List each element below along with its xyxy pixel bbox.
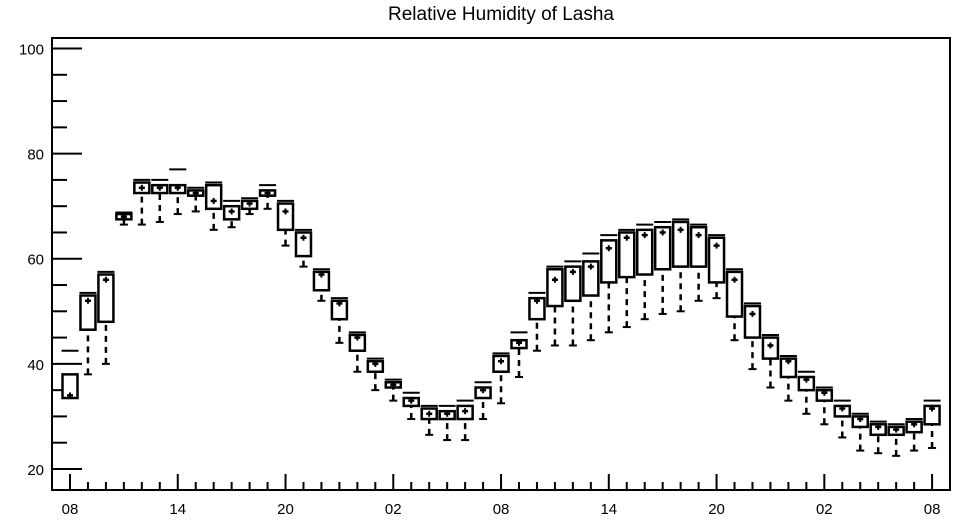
x-axis: 08 14 20 02 08 14 20 02 08 [62, 474, 941, 518]
box-32 [635, 223, 654, 321]
y-tick-label: 60 [27, 252, 44, 269]
box-8 [204, 181, 223, 231]
x-tick-label: 02 [385, 501, 402, 518]
box-11 [258, 184, 277, 210]
box-iqr [671, 220, 690, 268]
box-5 [151, 178, 169, 223]
box-iqr [294, 231, 313, 258]
y-tick-label: 20 [27, 462, 44, 479]
x-tick-label: 02 [816, 501, 833, 518]
chart-title: Relative Humidity of Lasha [388, 4, 614, 25]
x-tick-label: 08 [62, 501, 79, 518]
box-iqr [97, 273, 115, 324]
box-16 [348, 331, 367, 373]
box-38 [743, 302, 762, 371]
box-4 [133, 178, 151, 226]
box-35 [689, 223, 708, 302]
box-6 [169, 168, 187, 216]
y-tick-label: 40 [27, 357, 44, 374]
y-tick-label: 100 [19, 42, 44, 59]
box-iqr [582, 260, 600, 297]
box-17 [366, 357, 385, 392]
box-0 [61, 349, 79, 400]
box-iqr [635, 228, 654, 276]
x-tick-label: 08 [493, 501, 510, 518]
box-19 [402, 391, 420, 421]
box-iqr [743, 304, 762, 339]
box-27 [546, 265, 564, 347]
box-series [61, 168, 941, 457]
box-12 [276, 199, 295, 247]
box-25 [510, 331, 528, 378]
x-tick-label: 14 [600, 501, 617, 518]
x-tick-label: 08 [924, 501, 941, 518]
box-13 [294, 228, 313, 268]
x-tick-label: 20 [277, 501, 294, 518]
box-46 [887, 423, 905, 457]
y-tick-label: 80 [27, 147, 44, 164]
box-36 [707, 234, 726, 300]
box-45 [869, 420, 887, 455]
box-7 [186, 186, 205, 213]
box-23 [474, 381, 492, 421]
box-28 [564, 260, 582, 347]
box-20 [420, 404, 438, 436]
box-48 [923, 399, 941, 449]
box-iqr [725, 270, 744, 318]
box-iqr [546, 268, 564, 308]
box-41 [797, 370, 816, 415]
y-axis: 20 40 60 80 100 [19, 42, 82, 479]
box-iqr [653, 225, 672, 271]
box-47 [905, 418, 923, 452]
box-29 [582, 252, 600, 342]
box-42 [815, 386, 834, 426]
box-iqr [600, 239, 618, 284]
box-24 [492, 352, 510, 405]
box-10 [240, 197, 259, 216]
box-21 [438, 404, 456, 442]
box-37 [725, 268, 744, 342]
box-33 [653, 220, 672, 315]
box-15 [330, 297, 349, 344]
box-34 [671, 218, 690, 313]
x-tick-label: 20 [708, 501, 725, 518]
box-31 [618, 228, 636, 329]
box-iqr [618, 231, 636, 279]
box-9 [222, 199, 241, 229]
box-iqr [79, 294, 97, 331]
box-14 [312, 268, 331, 302]
box-30 [600, 234, 618, 334]
plot-frame [51, 37, 951, 491]
x-tick-label: 14 [169, 501, 186, 518]
box-22 [456, 399, 474, 442]
box-3 [115, 211, 133, 226]
box-iqr [276, 202, 295, 232]
box-1 [79, 291, 97, 376]
box-26 [528, 291, 546, 352]
box-18 [384, 378, 403, 402]
box-43 [833, 399, 852, 439]
box-iqr [204, 183, 223, 211]
box-44 [851, 412, 869, 452]
box-2 [97, 270, 115, 365]
box-40 [779, 354, 798, 402]
box-iqr [707, 236, 726, 284]
box-iqr [689, 225, 708, 268]
box-iqr [564, 265, 582, 303]
box-39 [761, 333, 780, 389]
